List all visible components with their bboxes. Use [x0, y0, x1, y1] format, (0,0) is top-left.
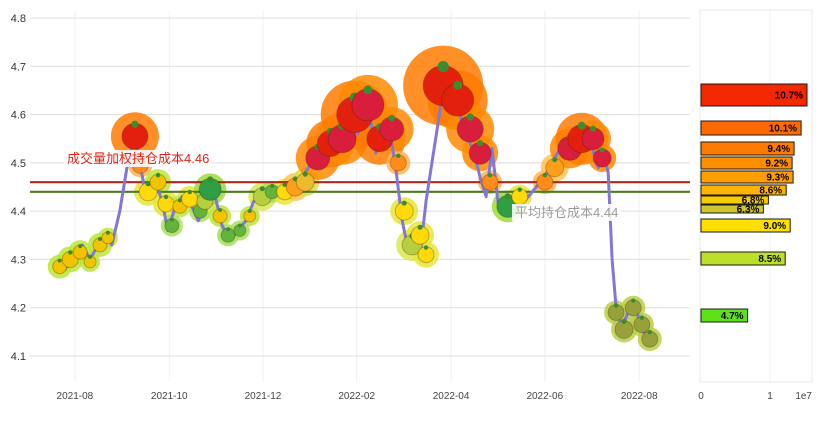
y-axis-label: 4.6: [11, 110, 26, 122]
strawberry-icon: [379, 114, 405, 142]
profile-bar: [700, 141, 795, 156]
pineapple-icon: [295, 171, 315, 192]
watermelon-icon: [198, 176, 222, 201]
profile-bar-label: 6.8%: [742, 196, 765, 207]
profile-bar: [700, 218, 791, 233]
strawberry-icon: [468, 140, 492, 165]
carrot-icon: [389, 153, 407, 172]
profile-axis-tick: 0: [698, 391, 704, 402]
peas-icon: [164, 217, 180, 234]
profile-bar-label: 8.6%: [759, 186, 782, 197]
kiwi-icon: [641, 329, 659, 348]
strawberry-icon: [456, 113, 484, 143]
y-axis-label: 4.8: [11, 13, 26, 25]
tomato-icon: [441, 80, 475, 117]
carrot-icon: [481, 172, 499, 191]
y-axis-label: 4.5: [11, 158, 26, 170]
vwap-cost-label: 成交量加权持仓成本4.46: [64, 150, 213, 167]
volume-glow-halos: [47, 45, 662, 352]
kiwi-icon: [624, 298, 642, 317]
peas-icon: [220, 227, 236, 243]
profile-axis-tick: 1: [767, 391, 773, 402]
profile-bar-label: 9.4%: [767, 144, 790, 155]
x-axis-label: 2022-06: [526, 391, 563, 402]
corn-icon: [243, 208, 257, 223]
banana-icon: [157, 194, 175, 213]
kiwi-icon: [633, 315, 651, 334]
profile-bar-label: 6.3%: [737, 205, 760, 216]
strawberry-icon: [592, 147, 612, 168]
profile-bar: [700, 204, 764, 214]
x-axis-label: 2021-08: [57, 391, 94, 402]
corn-icon: [149, 172, 167, 191]
x-axis-label: 2021-10: [151, 391, 188, 402]
corn-icon: [212, 207, 228, 224]
strawberry-icon: [351, 85, 385, 122]
banana-icon: [394, 200, 414, 221]
corn-icon: [72, 244, 88, 260]
tomato-icon: [121, 120, 149, 150]
x-axis-label: 2021-12: [245, 391, 282, 402]
profile-bar: [700, 156, 793, 170]
y-axis-label: 4.4: [11, 206, 26, 218]
profile-bar-label: 10.1%: [769, 124, 797, 135]
profile-bar: [700, 195, 769, 205]
profile-bar-label: 9.2%: [765, 159, 788, 170]
profile-axis-exponent: 1e7: [795, 391, 812, 402]
x-axis-label: 2022-04: [433, 391, 470, 402]
volume-profile-bars: 10.7% 10.1% 9.4% 9.2% 9.3% 8.6%6.8%6.3%9.0% 8.…: [700, 83, 808, 323]
y-axis-label: 4.1: [11, 351, 26, 363]
peas-icon: [233, 223, 247, 237]
orange-icon: [545, 157, 565, 178]
banana-icon: [417, 245, 435, 264]
profile-bar: [700, 308, 749, 323]
profile-panel-frame: [699, 9, 813, 383]
y-axis-label: 4.7: [11, 61, 26, 73]
profile-bar: [700, 83, 808, 107]
profile-bar: [700, 251, 786, 266]
carrot-icon: [536, 172, 554, 191]
kiwi-icon: [614, 318, 634, 339]
profile-bar-label: 10.7%: [775, 91, 803, 102]
corn-icon: [83, 254, 97, 269]
avg-cost-label: 平均持仓成本4.44: [512, 204, 622, 221]
y-axis-label: 4.2: [11, 303, 26, 315]
kiwi-icon: [607, 303, 625, 322]
x-axis-label: 2022-02: [338, 391, 375, 402]
profile-bar-label: 9.0%: [763, 221, 786, 232]
profile-bar: [700, 184, 787, 196]
corn-icon: [101, 230, 115, 245]
profile-bar-label: 9.3%: [766, 173, 789, 184]
profile-bar: [700, 170, 794, 184]
y-axis-label: 4.3: [11, 254, 26, 266]
profile-bar: [700, 120, 802, 136]
fruit-bubbles: [52, 61, 659, 348]
profile-bar-label: 8.5%: [758, 254, 781, 265]
profile-bar-label: 4.7%: [721, 311, 744, 322]
x-axis-label: 2022-08: [621, 391, 658, 402]
banana-icon: [410, 224, 430, 245]
strawberry-icon: [581, 125, 605, 151]
